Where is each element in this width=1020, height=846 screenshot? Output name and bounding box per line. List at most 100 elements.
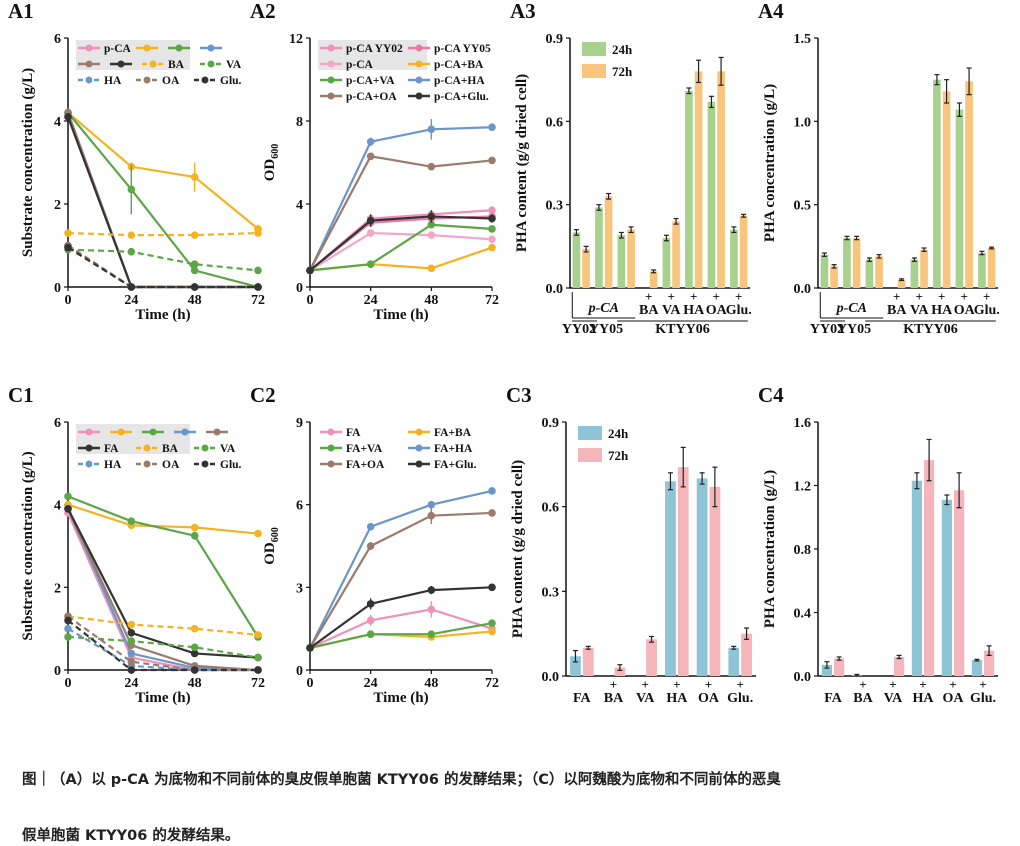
x-tick-label: 72 (251, 293, 265, 308)
legend-marker (117, 428, 125, 436)
bar (694, 71, 703, 288)
data-point (254, 266, 262, 275)
bar (665, 481, 676, 676)
bar (649, 271, 658, 288)
data-point (64, 113, 72, 121)
legend-label: FA (346, 427, 361, 439)
bar (582, 249, 590, 288)
legend-marker (415, 428, 423, 436)
x-tick-label: 72 (485, 293, 499, 308)
y-axis-label-sub: 600 (270, 144, 281, 159)
x-tick-label: HA (666, 691, 688, 706)
bar (572, 232, 581, 288)
bar (894, 656, 905, 676)
bar (696, 478, 708, 676)
legend-swatch (582, 42, 606, 56)
legend-marker (327, 76, 335, 84)
y-axis-label-text: OD (262, 159, 278, 182)
series-line (66, 116, 258, 289)
data-point (190, 266, 199, 275)
category-mark: + (889, 677, 896, 692)
y-tick-label: 0.6 (546, 115, 564, 130)
y-tick-label: 2 (54, 581, 61, 596)
x-tick-label: 72 (485, 676, 499, 691)
data-point (190, 643, 199, 652)
category-mark: + (668, 289, 675, 304)
data-point (488, 235, 496, 244)
y-tick-label: 0 (296, 281, 303, 296)
series-line (67, 619, 258, 672)
data-point (127, 517, 136, 525)
panel-label: A4 (758, 0, 784, 23)
y-tick-label: 4 (296, 198, 303, 213)
strain-label: YY05 (589, 322, 623, 337)
y-tick-label: 0 (296, 664, 303, 679)
series-line (309, 586, 493, 649)
data-point (306, 266, 314, 275)
series-line (67, 244, 258, 289)
data-point (254, 529, 262, 538)
legend-label: p-CA+OA (346, 91, 397, 103)
legend-marker (143, 444, 151, 452)
legend-marker (415, 444, 423, 452)
bar (709, 486, 721, 676)
series-line (66, 112, 258, 289)
data-point (488, 487, 496, 495)
x-tick-label: 24 (364, 293, 378, 308)
category-mark: + (735, 289, 742, 304)
y-tick-label: 0.6 (542, 501, 560, 516)
data-point (366, 542, 375, 550)
series-line (309, 511, 493, 649)
y-axis-label-text: PHA concentration (g/L) (762, 470, 778, 628)
legend-swatch (578, 448, 602, 462)
series-line (309, 489, 493, 649)
bar (865, 259, 874, 288)
y-axis-label: Substrate concentration (g/L) (20, 68, 36, 257)
data-point (190, 260, 199, 268)
x-tick-label: FA (573, 691, 592, 706)
bar (920, 249, 928, 288)
data-point (366, 630, 375, 638)
legend-marker (143, 460, 151, 468)
data-point (488, 583, 496, 592)
x-tick-label: VA (636, 691, 655, 706)
x-tick-label: 0 (307, 676, 314, 691)
series-line (309, 215, 493, 272)
y-axis-label: PHA content (g/g dried cell) (514, 74, 530, 252)
data-point (366, 260, 375, 268)
legend-marker (415, 44, 423, 52)
bar (830, 266, 838, 288)
legend-label: FA (104, 443, 119, 455)
bar (942, 91, 951, 288)
category-mark: + (690, 289, 697, 304)
x-tick-label: BA (639, 303, 659, 318)
legend-label: p-CA+BA (434, 59, 484, 71)
legend-label: FA+Glu. (434, 459, 477, 471)
legend-marker (149, 60, 157, 68)
data-point (488, 509, 496, 517)
bar (582, 647, 594, 676)
category-mark: + (979, 677, 986, 692)
data-point (427, 511, 436, 520)
data-point (190, 283, 199, 291)
data-point (427, 500, 436, 509)
legend-label: BA (162, 443, 179, 455)
series-line (67, 111, 259, 230)
series-line (67, 635, 259, 659)
bar (728, 647, 740, 676)
data-point (427, 220, 436, 229)
y-tick-label: 2 (54, 198, 61, 213)
bar (672, 221, 680, 288)
bar (614, 667, 626, 676)
data-point (190, 624, 199, 633)
data-point (190, 666, 199, 674)
legend-marker (117, 60, 125, 68)
x-tick-label: OA (706, 303, 728, 318)
y-tick-label: 0.0 (542, 670, 560, 685)
legend-marker (327, 60, 335, 68)
data-point (488, 243, 496, 252)
bar (875, 256, 883, 288)
bar (984, 650, 995, 676)
y-tick-label: 0.0 (794, 670, 812, 685)
data-point (366, 216, 375, 225)
